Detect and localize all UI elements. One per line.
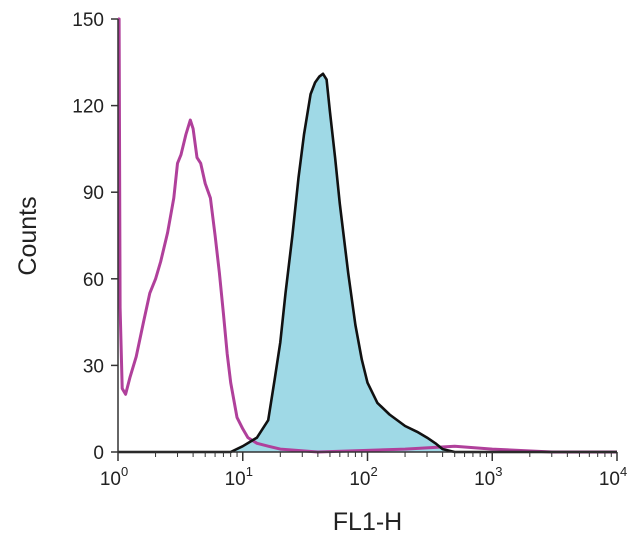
y-ticks: 0 30 60 90 120 150 bbox=[72, 10, 118, 464]
x-tick-label: 104 bbox=[599, 464, 627, 490]
y-tick-label: 60 bbox=[83, 270, 104, 291]
y-tick-label: 120 bbox=[72, 97, 104, 118]
series-1-line bbox=[117, 17, 617, 454]
y-tick-label: 30 bbox=[83, 356, 104, 377]
x-tick-label: 102 bbox=[349, 464, 377, 490]
y-tick-label: 90 bbox=[83, 183, 104, 204]
series-lines bbox=[117, 17, 617, 454]
series-2-outline bbox=[118, 72, 617, 454]
y-tick-label: 150 bbox=[72, 10, 104, 31]
x-axis-title: FL1-H bbox=[333, 508, 402, 536]
x-tick-label: 100 bbox=[100, 464, 128, 490]
y-axis-title: Counts bbox=[14, 196, 42, 275]
y-tick-label: 0 bbox=[93, 443, 104, 464]
x-tick-label: 101 bbox=[225, 464, 253, 490]
x-ticks: 100 101 102 103 104 bbox=[100, 452, 627, 490]
x-tick-label: 103 bbox=[474, 464, 502, 490]
